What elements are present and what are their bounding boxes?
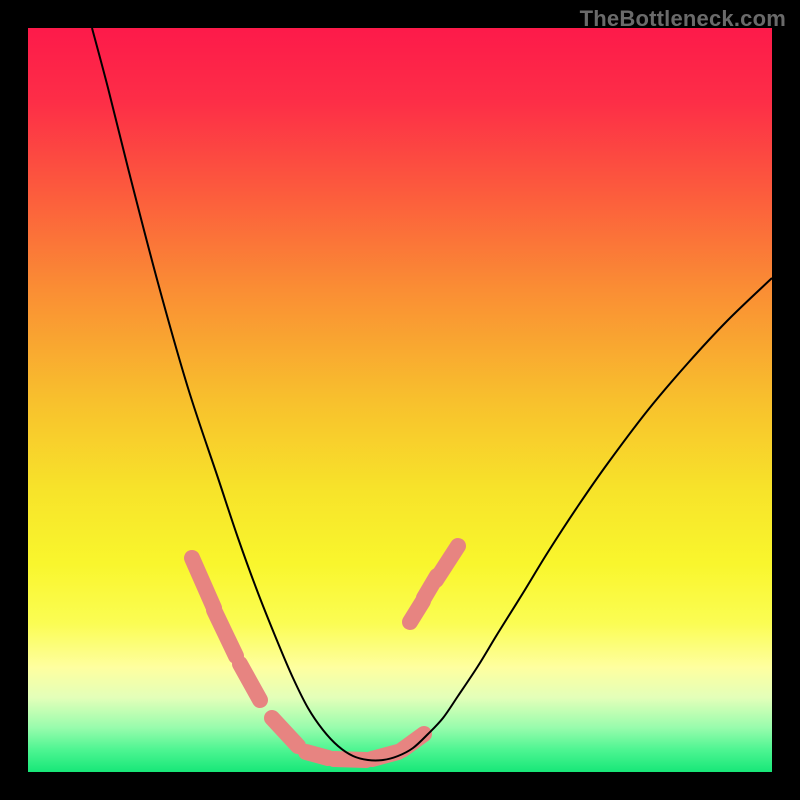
curve-line bbox=[92, 28, 772, 761]
chart-container: TheBottleneck.com bbox=[0, 0, 800, 800]
bottleneck-curve bbox=[28, 28, 772, 772]
splash-highlights bbox=[192, 546, 458, 760]
plot-area bbox=[28, 28, 772, 772]
